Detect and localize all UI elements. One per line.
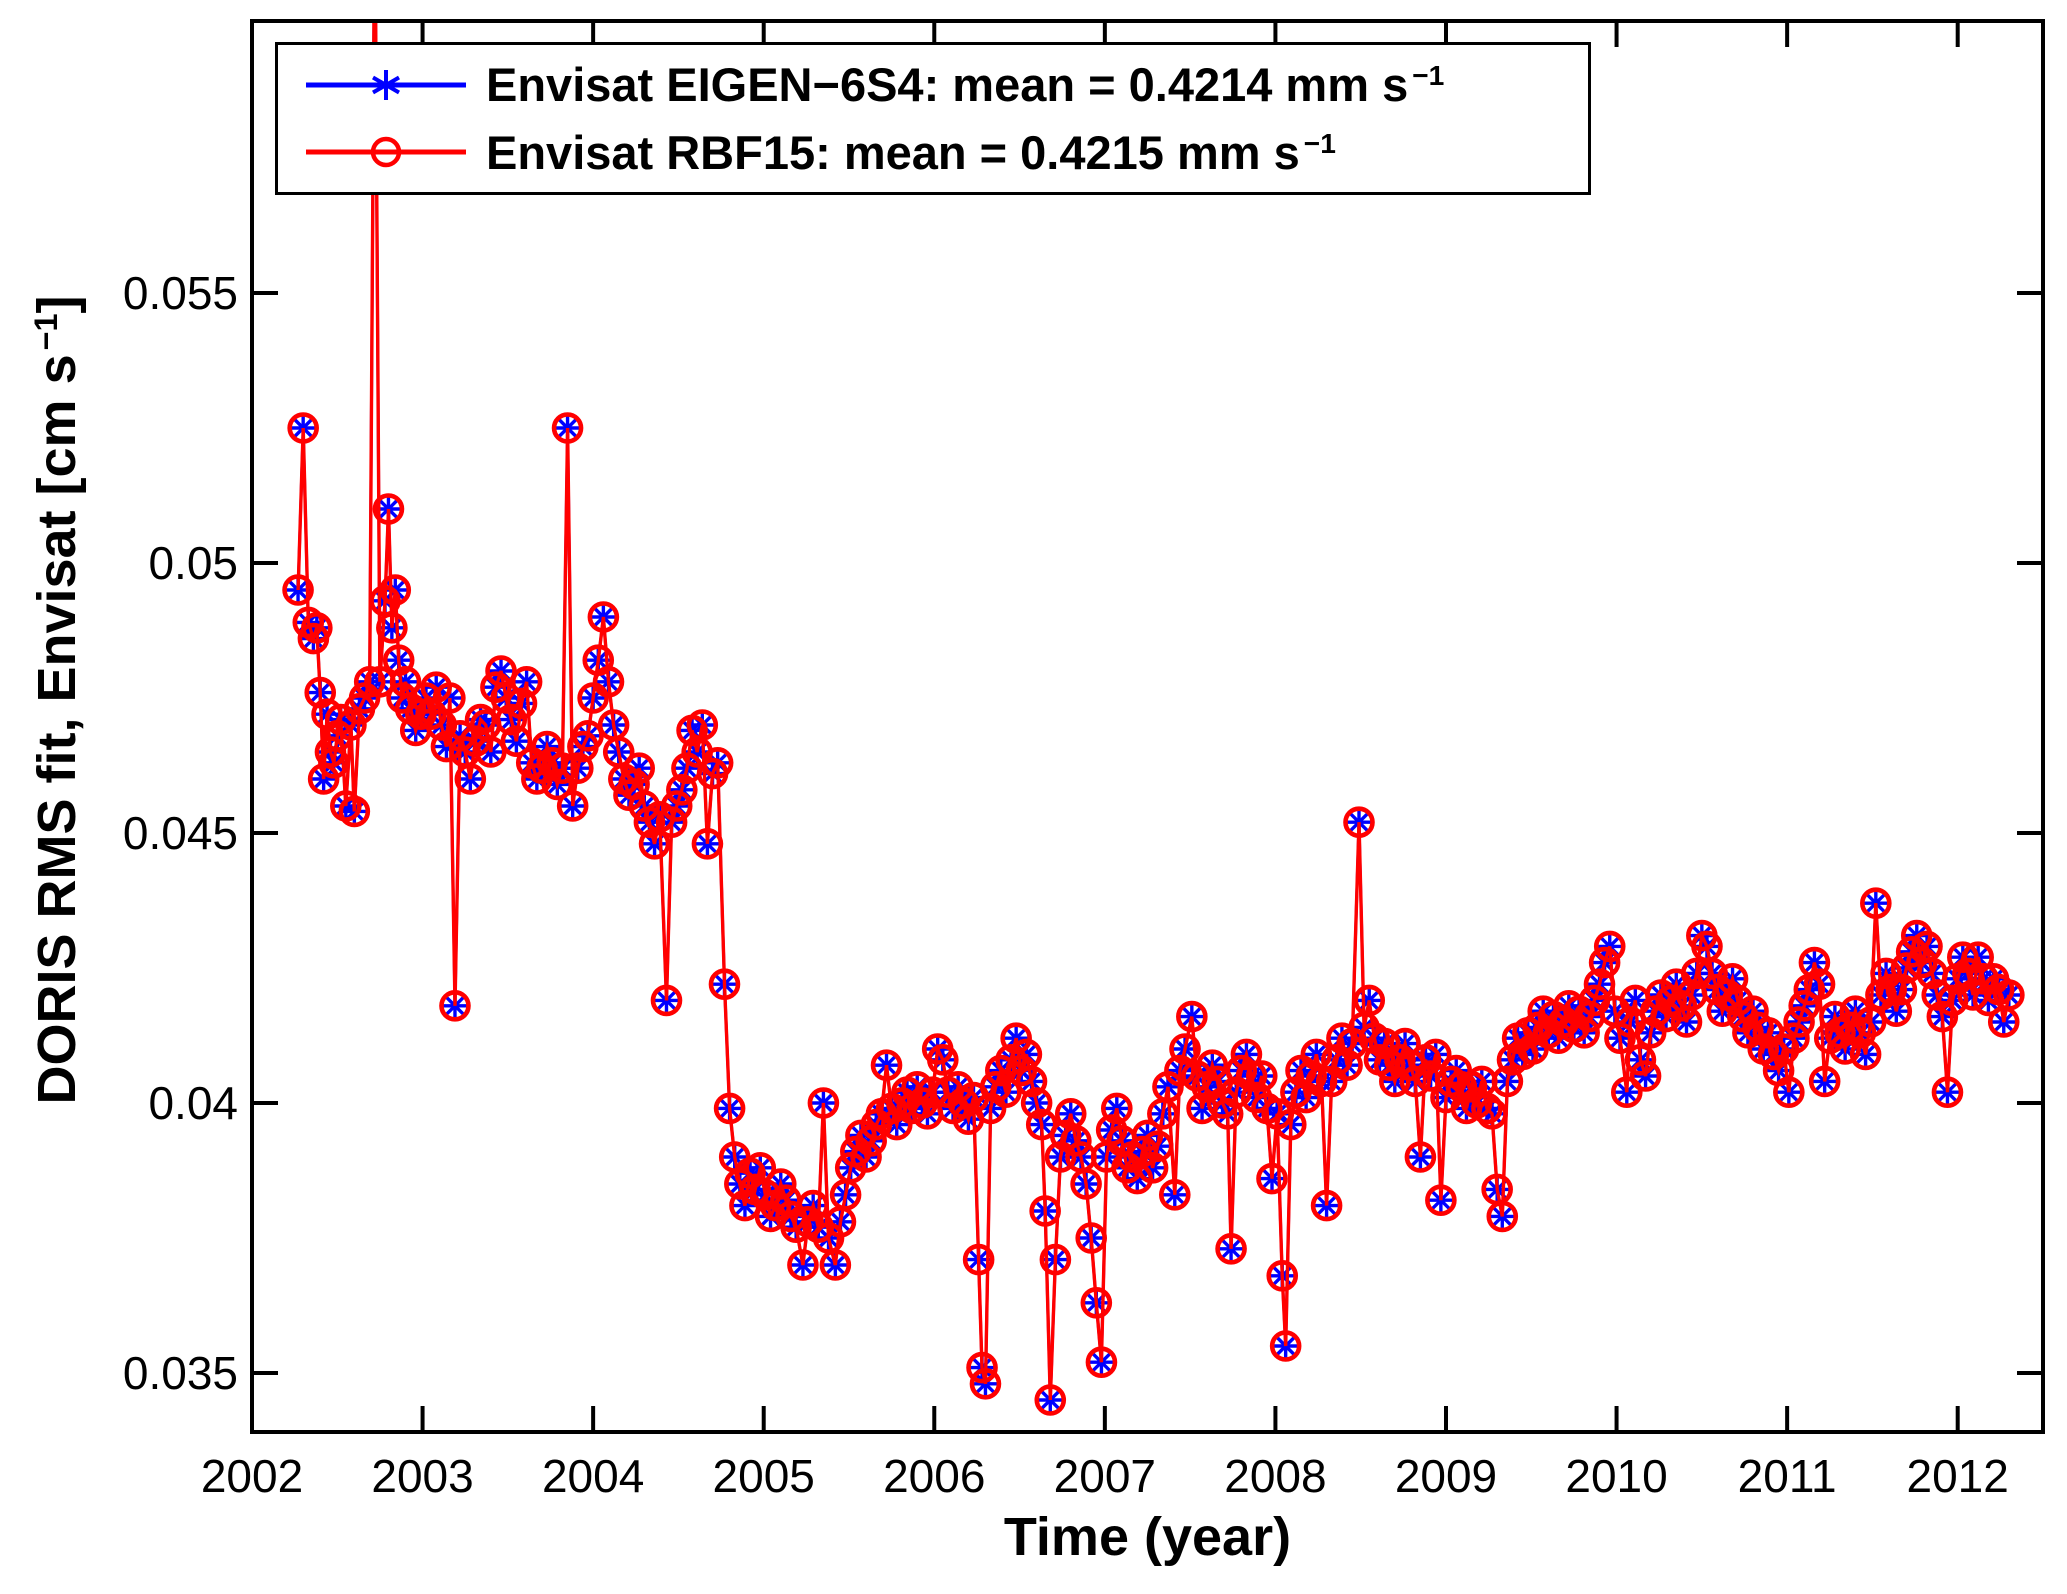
y-tick-label: 0.035 xyxy=(123,1347,238,1399)
legend-entry-eigen6s4: Envisat EIGEN−6S4: mean = 0.4214 mm s −1 xyxy=(302,53,1588,117)
x-tick-label: 2008 xyxy=(1224,1450,1326,1502)
x-tick-label: 2004 xyxy=(542,1450,644,1502)
legend-label-rbf15: Envisat RBF15: mean = 0.4215 mm s −1 xyxy=(486,125,1336,180)
x-tick-label: 2009 xyxy=(1395,1450,1497,1502)
legend-label-rbf15-text: Envisat RBF15: mean = 0.4215 mm s xyxy=(486,125,1300,179)
series-eigen6s4-markers xyxy=(286,416,2021,1412)
y-axis-title-text: DORIS RMS fit, Envisat [cm s xyxy=(27,354,87,1105)
axes-frame xyxy=(250,19,2045,1434)
y-tick-label: 0.055 xyxy=(123,267,238,319)
y-axis-title-sup: −1 xyxy=(28,313,64,351)
y-axis-title-close: ] xyxy=(27,295,87,314)
x-tick-label: 2005 xyxy=(713,1450,815,1502)
legend-label-eigen6s4: Envisat EIGEN−6S4: mean = 0.4214 mm s −1 xyxy=(486,57,1444,112)
x-tick-label: 2011 xyxy=(1738,1450,1837,1502)
data-layer xyxy=(282,23,2025,1416)
y-axis-title: DORIS RMS fit, Envisat [cm s−1] xyxy=(26,295,88,1104)
asterisk-marker-icon xyxy=(306,69,466,100)
x-tick-label: 2002 xyxy=(201,1450,303,1502)
series-rbf15-line xyxy=(296,23,2011,1401)
legend-label-eigen6s4-sup: −1 xyxy=(1412,59,1445,92)
circle-marker-icon xyxy=(306,137,466,168)
x-axis-title: Time (year) xyxy=(252,1506,2043,1568)
series-rbf15-markers xyxy=(282,412,2025,1416)
legend-label-rbf15-sup: −1 xyxy=(1303,126,1336,159)
x-tick-label: 2007 xyxy=(1054,1450,1156,1502)
legend: Envisat EIGEN−6S4: mean = 0.4214 mm s −1 … xyxy=(275,42,1591,195)
y-tick-label: 0.045 xyxy=(123,807,238,859)
x-tick-label: 2012 xyxy=(1907,1450,2009,1502)
legend-label-eigen6s4-text: Envisat EIGEN−6S4: mean = 0.4214 mm s xyxy=(486,58,1409,112)
x-tick-label: 2003 xyxy=(371,1450,473,1502)
x-tick-label: 2006 xyxy=(883,1450,985,1502)
x-tick-label: 2010 xyxy=(1565,1450,1667,1502)
series-eigen6s4-line xyxy=(296,23,2011,1401)
legend-entry-rbf15: Envisat RBF15: mean = 0.4215 mm s −1 xyxy=(302,120,1588,184)
y-tick-label: 0.05 xyxy=(148,537,238,589)
y-tick-label: 0.04 xyxy=(148,1077,238,1129)
x-axis-title-text: Time (year) xyxy=(1003,1507,1292,1567)
